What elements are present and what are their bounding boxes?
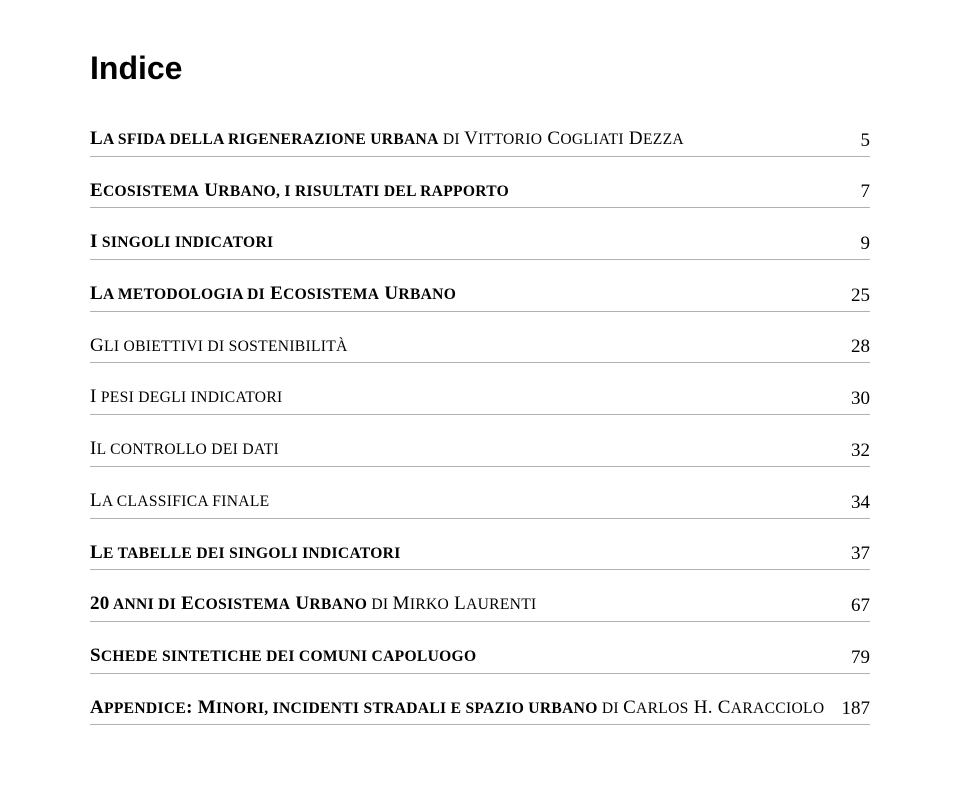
toc-label: Il controllo dei dati <box>90 437 279 462</box>
toc-entry: Il controllo dei dati 32 <box>90 437 870 467</box>
toc-page-number: 7 <box>845 181 871 203</box>
toc-entry: Le tabelle dei singoli indicatori 37 <box>90 541 870 571</box>
toc-label: I singoli indicatori <box>90 230 273 255</box>
toc-entry: La metodologia di Ecosistema Urbano 25 <box>90 282 870 312</box>
toc-page-number: 25 <box>835 285 870 307</box>
toc-page-number: 28 <box>835 336 870 358</box>
toc-page-number: 32 <box>835 440 870 462</box>
toc-label: La sfida della rigenerazione urbana di V… <box>90 127 684 152</box>
toc-label: Appendice: Minori, incidenti stradali e … <box>90 696 824 721</box>
toc-entry: Ecosistema Urbano, i risultati del rappo… <box>90 179 870 209</box>
toc-page-number: 9 <box>845 233 871 255</box>
toc-entry: Appendice: Minori, incidenti stradali e … <box>90 696 870 726</box>
toc-page-number: 34 <box>835 492 870 514</box>
toc-label: La classifica finale <box>90 489 269 514</box>
toc-label: La metodologia di Ecosistema Urbano <box>90 282 456 307</box>
toc-entry: La classifica finale 34 <box>90 489 870 519</box>
toc-entry: I singoli indicatori 9 <box>90 230 870 260</box>
toc-page-number: 67 <box>835 595 870 617</box>
toc-label: Gli obiettivi di sostenibilità <box>90 334 348 359</box>
toc-label: I pesi degli indicatori <box>90 385 283 410</box>
toc-page-number: 79 <box>835 647 870 669</box>
page-title: Indice <box>90 50 870 87</box>
toc-label: Ecosistema Urbano, i risultati del rappo… <box>90 179 509 204</box>
toc-entry: Gli obiettivi di sostenibilità 28 <box>90 334 870 364</box>
toc-entry: I pesi degli indicatori 30 <box>90 385 870 415</box>
table-of-contents: La sfida della rigenerazione urbana di V… <box>90 127 870 725</box>
toc-page-number: 37 <box>835 543 870 565</box>
toc-page-number: 5 <box>845 130 871 152</box>
toc-entry: Schede sintetiche dei comuni capoluogo 7… <box>90 644 870 674</box>
toc-page-number: 187 <box>826 698 871 720</box>
toc-entry: 20 anni di Ecosistema Urbano di Mirko La… <box>90 592 870 622</box>
toc-page-number: 30 <box>835 388 870 410</box>
toc-label: 20 anni di Ecosistema Urbano di Mirko La… <box>90 592 537 617</box>
toc-label: Schede sintetiche dei comuni capoluogo <box>90 644 476 669</box>
toc-entry: La sfida della rigenerazione urbana di V… <box>90 127 870 157</box>
toc-label: Le tabelle dei singoli indicatori <box>90 541 401 566</box>
